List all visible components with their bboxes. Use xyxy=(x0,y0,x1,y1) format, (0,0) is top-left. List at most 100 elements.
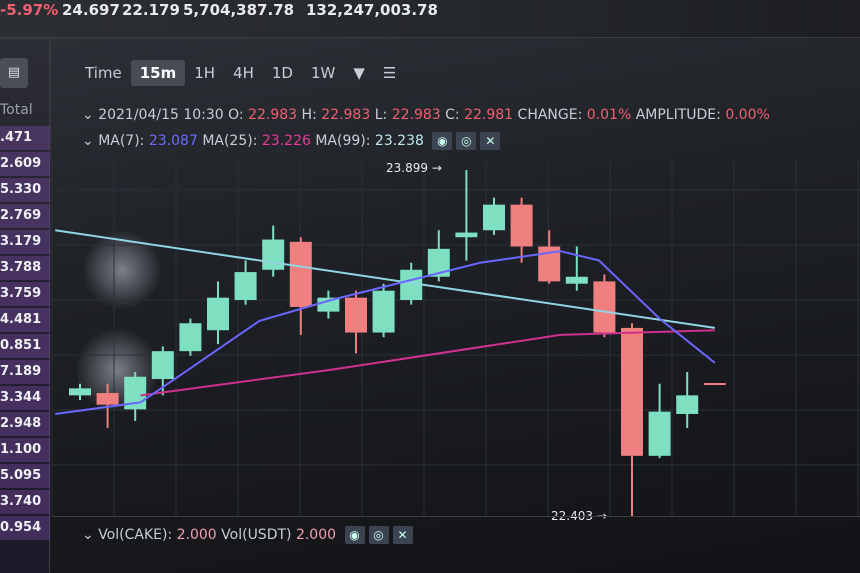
close-icon[interactable]: ✕ xyxy=(392,526,413,544)
interval-15m[interactable]: 15m xyxy=(130,60,186,86)
total-row[interactable]: 3.788 xyxy=(0,256,50,280)
candle-body xyxy=(648,411,671,456)
chevron-down-icon[interactable]: ⌄ xyxy=(82,133,99,149)
eye-icon[interactable]: ◉ xyxy=(432,132,453,150)
low-value: 22.983 xyxy=(391,107,441,123)
interval-1d[interactable]: 1D xyxy=(271,64,293,82)
total-row[interactable]: 3.740 xyxy=(0,490,50,514)
ma7-value: 23.087 xyxy=(148,133,198,149)
candle-body xyxy=(593,281,616,333)
total-row[interactable]: 7.189 xyxy=(0,360,50,384)
total-row[interactable]: 2.609 xyxy=(0,152,50,176)
settings-icon[interactable]: ◎ xyxy=(456,132,477,150)
vol-base-label: Vol(CAKE): xyxy=(98,527,173,543)
total-row[interactable]: 4.481 xyxy=(0,308,50,332)
candle-body xyxy=(703,383,726,386)
close-label: C: xyxy=(445,107,460,123)
candle-body xyxy=(400,269,423,300)
candle-body xyxy=(69,388,91,396)
candle-body xyxy=(510,204,533,247)
low-label: L: xyxy=(374,107,388,123)
candle-body xyxy=(179,323,202,352)
ma99-value: 23.238 xyxy=(374,133,424,149)
amplitude-value: 0.00% xyxy=(725,107,770,123)
ma99-line xyxy=(55,229,715,329)
ma7-line xyxy=(55,250,716,415)
settings-icon[interactable]: ◎ xyxy=(368,526,389,544)
ma25-value: 23.226 xyxy=(261,133,311,149)
candle-body xyxy=(565,276,588,284)
total-row[interactable]: 3.344 xyxy=(0,386,50,410)
total-row[interactable]: 1.100 xyxy=(0,438,50,462)
candle-body xyxy=(262,239,285,270)
ma25-label: MA(25): xyxy=(202,133,258,149)
vol-quote-label: Vol(USDT) xyxy=(221,527,292,543)
candle-body xyxy=(96,393,119,405)
candle-body xyxy=(676,395,699,414)
change-value: 0.01% xyxy=(586,107,632,123)
total-row[interactable]: 2.948 xyxy=(0,412,50,436)
interval-toolbar: Time 15m 1H 4H 1D 1W ▼ ☰ xyxy=(76,60,405,86)
candle-datetime: 2021/04/15 10:30 xyxy=(98,107,224,123)
change-pct: -5.97% xyxy=(0,1,59,19)
interval-1h[interactable]: 1H xyxy=(194,64,216,82)
total-row[interactable]: 3.179 xyxy=(0,230,50,254)
candle-body xyxy=(207,297,229,331)
candle-body xyxy=(345,297,367,333)
total-row[interactable]: 5.095 xyxy=(0,464,50,488)
candle-body xyxy=(621,327,643,456)
order-book: ▤ Total .471 2.609 5.330 2.769 3.179 3.788 3.7… xyxy=(0,40,50,573)
sliders-icon[interactable]: ☰ xyxy=(382,64,397,82)
total-row[interactable]: 0.954 xyxy=(0,516,50,540)
chevron-down-icon[interactable]: ⌄ xyxy=(82,107,99,123)
triangle-down-icon[interactable]: ▼ xyxy=(353,64,365,82)
candlestick-chart[interactable] xyxy=(52,40,860,516)
interval-4h[interactable]: 4H xyxy=(233,64,254,82)
total-header: Total xyxy=(0,102,33,118)
vol-quote-value: 2.000 xyxy=(295,527,337,543)
high-annotation-value: 23.899 xyxy=(386,161,428,175)
candle-body xyxy=(538,246,561,282)
open-value: 22.983 xyxy=(248,107,298,123)
candle-body xyxy=(427,248,450,277)
chevron-down-icon[interactable]: ⌄ xyxy=(82,527,99,543)
interval-time[interactable]: Time xyxy=(85,64,122,82)
amplitude-label: AMPLITUDE: xyxy=(635,107,721,123)
close-icon[interactable]: ✕ xyxy=(480,132,501,150)
high-value: 22.983 xyxy=(321,107,371,123)
vol-base-value: 2.000 xyxy=(176,527,217,543)
candle-body xyxy=(372,290,395,333)
volume-quote: 132,247,003.78 xyxy=(306,1,438,19)
ohlc-legend: ⌄ 2021/04/15 10:30 O: 22.983 H: 22.983 L… xyxy=(82,107,770,123)
candle-body xyxy=(317,297,340,312)
candle-body xyxy=(483,204,505,231)
open-label: O: xyxy=(228,107,244,123)
ma-legend: ⌄ MA(7): 23.087 MA(25): 23.226 MA(99): 2… xyxy=(82,132,501,150)
total-row[interactable]: 5.330 xyxy=(0,178,50,202)
total-row[interactable]: 0.851 xyxy=(0,334,50,358)
high-24h: 24.697 xyxy=(62,1,120,19)
candle-body xyxy=(289,241,312,307)
high-annotation: 23.899 → xyxy=(386,161,442,175)
ma99-label: MA(99): xyxy=(315,133,371,149)
order-book-view-icon[interactable]: ▤ xyxy=(0,58,28,88)
low-24h: 22.179 xyxy=(122,1,180,19)
chart-panel: Time 15m 1H 4H 1D 1W ▼ ☰ ⌄ 2021/04/15 10… xyxy=(52,40,860,573)
ma25-line xyxy=(140,329,715,397)
eye-icon[interactable]: ◉ xyxy=(344,526,365,544)
candle-body xyxy=(151,351,174,380)
divider xyxy=(52,516,860,517)
ma7-label: MA(7): xyxy=(98,133,145,149)
high-label: H: xyxy=(301,107,317,123)
interval-1w[interactable]: 1W xyxy=(310,64,336,82)
ticker-bar: -5.97% 24.697 22.179 5,704,387.78 132,24… xyxy=(0,0,860,38)
total-row[interactable]: 3.759 xyxy=(0,282,50,306)
close-value: 22.981 xyxy=(464,107,514,123)
change-label: CHANGE: xyxy=(517,107,583,123)
candle-body xyxy=(234,272,257,300)
total-row[interactable]: 2.769 xyxy=(0,204,50,228)
volume-base: 5,704,387.78 xyxy=(183,1,295,19)
total-row[interactable]: .471 xyxy=(0,126,50,150)
volume-legend: ⌄ Vol(CAKE): 2.000 Vol(USDT) 2.000 ◉ ◎ ✕ xyxy=(82,526,413,544)
candle-body xyxy=(455,232,478,238)
